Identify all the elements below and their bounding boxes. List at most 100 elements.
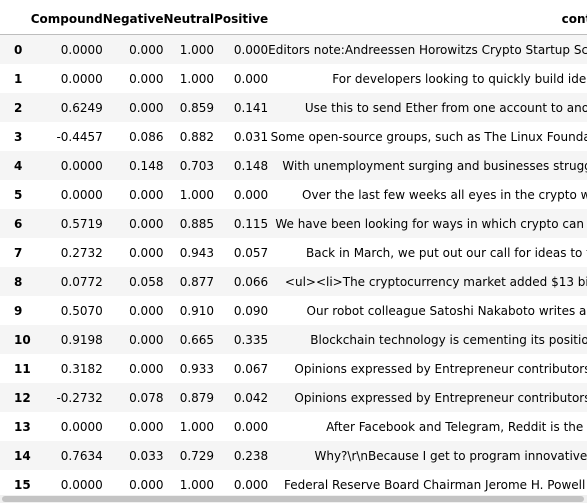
header-compound: Compound xyxy=(30,4,103,35)
row-index: 11 xyxy=(14,361,31,376)
dataframe-table: Compound Negative Neutral Positive conte… xyxy=(0,4,587,499)
row-index: 2 xyxy=(14,100,23,115)
cell-neutral: 0.703 xyxy=(179,158,215,173)
cell-positive: 0.090 xyxy=(233,303,269,318)
cell-negative: 0.078 xyxy=(129,390,164,405)
row-index: 10 xyxy=(14,332,31,347)
cell-negative: 0.000 xyxy=(129,216,164,231)
cell-neutral: 0.910 xyxy=(179,303,215,318)
cell-content: <ul><li>The cryptocurrency market added … xyxy=(284,274,587,289)
cell-positive: 0.115 xyxy=(233,216,269,231)
table-row: 8 0.0772 0.058 0.877 0.066 <ul><li>The crypto… xyxy=(0,267,587,296)
row-index: 4 xyxy=(14,158,23,173)
row-index: 5 xyxy=(14,187,23,202)
cell-positive: 0.238 xyxy=(233,448,269,463)
header-positive: Positive xyxy=(214,4,269,35)
cell-content: With unemployment surging and businesses… xyxy=(282,158,587,173)
cell-neutral: 0.933 xyxy=(179,361,215,376)
table-row: 0 0.0000 0.000 1.000 0.000 Editors note:Andre… xyxy=(0,34,587,64)
cell-content: Opinions expressed by Entrepreneur contr… xyxy=(294,390,587,405)
table-header: Compound Negative Neutral Positive conte… xyxy=(0,4,587,35)
cell-content: Some open-source groups, such as The Lin… xyxy=(270,129,587,144)
header-index xyxy=(0,4,31,35)
cell-compound: 0.9198 xyxy=(60,332,103,347)
cell-content: Blockchain technology is cementing its p… xyxy=(310,332,587,347)
header-row: Compound Negative Neutral Positive conte… xyxy=(0,4,587,35)
scrollbar-thumb[interactable] xyxy=(2,496,584,502)
cell-neutral: 0.877 xyxy=(179,274,215,289)
cell-neutral: 0.885 xyxy=(179,216,215,231)
cell-negative: 0.000 xyxy=(129,42,164,57)
cell-neutral: 0.729 xyxy=(179,448,215,463)
cell-positive: 0.335 xyxy=(233,332,269,347)
row-index: 6 xyxy=(14,216,23,231)
cell-compound: 0.5719 xyxy=(60,216,103,231)
cell-compound: -0.2732 xyxy=(56,390,103,405)
horizontal-scrollbar[interactable] xyxy=(0,495,587,503)
cell-negative: 0.000 xyxy=(129,187,164,202)
cell-negative: 0.033 xyxy=(129,448,164,463)
table-row: 7 0.2732 0.000 0.943 0.057 Back in March, we … xyxy=(0,238,587,267)
cell-content: Use this to send Ether from one account … xyxy=(304,100,587,115)
row-index: 9 xyxy=(14,303,23,318)
table-row: 6 0.5719 0.000 0.885 0.115 We have been looki… xyxy=(0,209,587,238)
table-row: 4 0.0000 0.148 0.703 0.148 With unemployment … xyxy=(0,151,587,180)
cell-positive: 0.031 xyxy=(233,129,269,144)
cell-content: Opinions expressed by Entrepreneur contr… xyxy=(294,361,587,376)
cell-neutral: 0.859 xyxy=(179,100,215,115)
cell-content: After Facebook and Telegram, Reddit is t… xyxy=(326,419,587,434)
cell-compound: 0.0000 xyxy=(60,158,103,173)
cell-positive: 0.067 xyxy=(233,361,269,376)
cell-negative: 0.000 xyxy=(129,332,164,347)
row-index: 13 xyxy=(14,419,31,434)
cell-negative: 0.086 xyxy=(129,129,164,144)
cell-compound: 0.0000 xyxy=(60,42,103,57)
cell-positive: 0.000 xyxy=(233,477,269,492)
cell-content: Over the last few weeks all eyes in the … xyxy=(302,187,587,202)
table-row: 1 0.0000 0.000 1.000 0.000 For developers loo… xyxy=(0,64,587,93)
cell-neutral: 0.882 xyxy=(179,129,215,144)
table-row: 3 -0.4457 0.086 0.882 0.031 Some open-source … xyxy=(0,122,587,151)
row-index: 8 xyxy=(14,274,23,289)
cell-negative: 0.058 xyxy=(129,274,164,289)
row-index: 14 xyxy=(14,448,31,463)
cell-neutral: 1.000 xyxy=(179,71,215,86)
row-index: 12 xyxy=(14,390,31,405)
cell-positive: 0.042 xyxy=(233,390,269,405)
cell-content: Back in March, we put out our call for i… xyxy=(306,245,587,260)
cell-neutral: 1.000 xyxy=(179,42,215,57)
cell-compound: 0.0000 xyxy=(60,419,103,434)
cell-positive: 0.057 xyxy=(233,245,269,260)
row-index: 7 xyxy=(14,245,23,260)
table-row: 15 0.0000 0.000 1.000 0.000 Federal Reserve B… xyxy=(0,470,587,499)
table-row: 2 0.6249 0.000 0.859 0.141 Use this to send E… xyxy=(0,93,587,122)
table-row: 13 0.0000 0.000 1.000 0.000 After Facebook an… xyxy=(0,412,587,441)
cell-negative: 0.000 xyxy=(129,361,164,376)
cell-negative: 0.000 xyxy=(129,477,164,492)
cell-negative: 0.000 xyxy=(129,100,164,115)
table-row: 10 0.9198 0.000 0.665 0.335 Blockchain techno… xyxy=(0,325,587,354)
cell-positive: 0.000 xyxy=(233,71,269,86)
header-negative: Negative xyxy=(102,4,164,35)
cell-neutral: 0.665 xyxy=(179,332,215,347)
cell-negative: 0.148 xyxy=(129,158,164,173)
table-row: 5 0.0000 0.000 1.000 0.000 Over the last few … xyxy=(0,180,587,209)
cell-compound: 0.5070 xyxy=(60,303,103,318)
cell-positive: 0.148 xyxy=(233,158,269,173)
cell-positive: 0.066 xyxy=(233,274,269,289)
table-row: 14 0.7634 0.033 0.729 0.238 Why?\r\nBecause I… xyxy=(0,441,587,470)
cell-compound: 0.2732 xyxy=(60,245,103,260)
table-row: 11 0.3182 0.000 0.933 0.067 Opinions expresse… xyxy=(0,354,587,383)
cell-compound: 0.7634 xyxy=(60,448,103,463)
cell-content: We have been looking for ways in which c… xyxy=(275,216,587,231)
row-index: 1 xyxy=(14,71,23,86)
row-index: 3 xyxy=(14,129,23,144)
row-index: 15 xyxy=(14,477,31,492)
cell-compound: 0.3182 xyxy=(60,361,103,376)
cell-neutral: 0.943 xyxy=(179,245,215,260)
cell-compound: 0.0000 xyxy=(60,187,103,202)
header-content: content xyxy=(268,4,587,35)
header-neutral: Neutral xyxy=(163,4,215,35)
row-index: 0 xyxy=(14,42,23,57)
table-body: 0 0.0000 0.000 1.000 0.000 Editors note:Andre… xyxy=(0,34,587,499)
